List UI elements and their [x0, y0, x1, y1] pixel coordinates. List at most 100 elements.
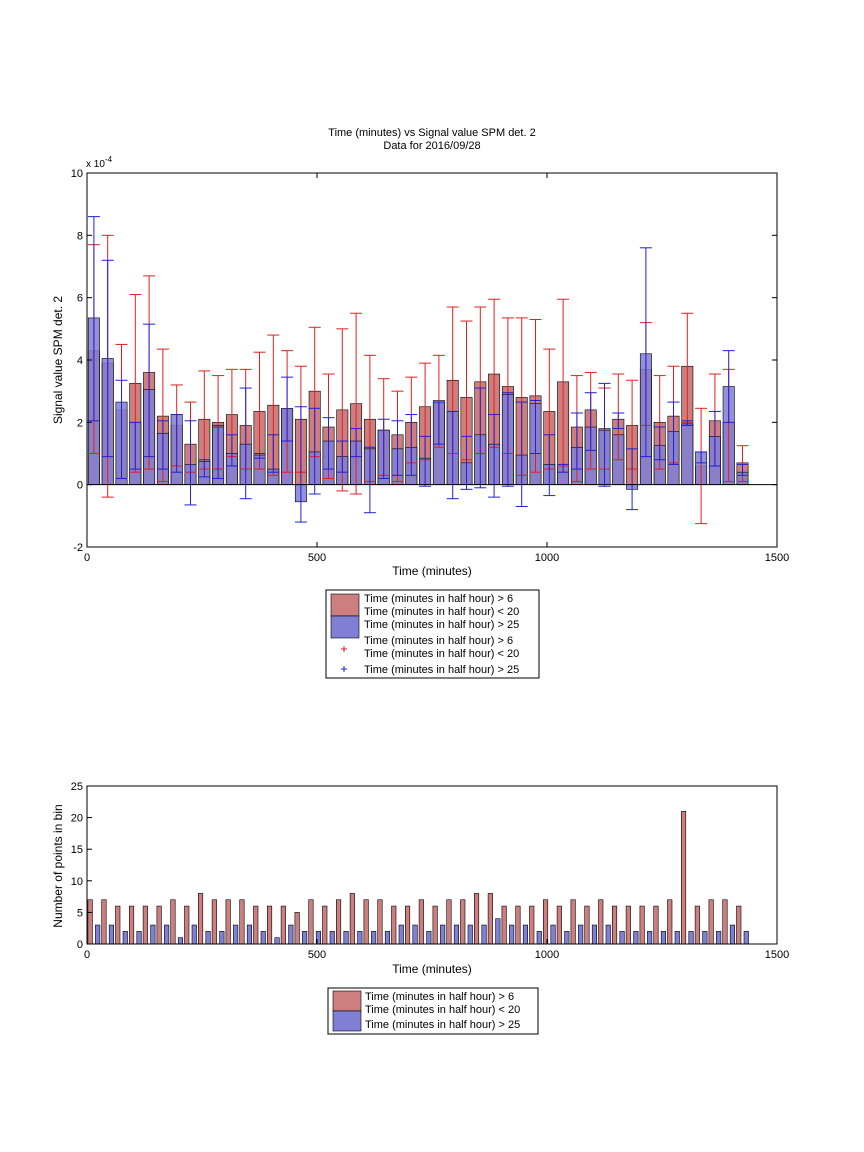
count-bar-s0-42 [667, 899, 673, 945]
count-bar-s0-15 [294, 912, 300, 945]
exponent-power: -4 [105, 155, 113, 164]
count-bar-s0-20 [363, 899, 369, 945]
x-ticks-bottom: 0 500 1000 1500 [84, 939, 789, 961]
legend-box-bottom [327, 987, 539, 1035]
legend-marker-red-plus [341, 646, 347, 652]
count-bar-s0-25 [432, 905, 438, 945]
error-bar-s1-27 [460, 435, 473, 490]
count-bar-s0-26 [446, 899, 452, 945]
error-bar-s1-21 [377, 418, 390, 479]
count-bar-s0-12 [253, 905, 259, 945]
count-bar-s0-37 [598, 899, 604, 945]
legend-box-top [325, 589, 540, 679]
count-bar-s0-10 [225, 899, 231, 945]
legend-entry-1-line-2: Time (minutes in half hour) < 20 [364, 606, 519, 618]
count-bar-s0-27 [460, 899, 466, 945]
count-bar-s1-41 [660, 931, 667, 945]
y-tick-label-top-1: 0 [77, 480, 83, 492]
x-ticks-top: 0 500 1000 1500 [84, 173, 789, 564]
chart-subtitle: Data for 2016/09/28 [383, 140, 480, 152]
count-bar-s1-22 [398, 924, 404, 945]
count-bar-s1-43 [688, 931, 694, 945]
error-bar-s1-30 [501, 392, 514, 487]
count-bar-s1-12 [260, 931, 266, 945]
error-bar-s1-34 [557, 463, 570, 473]
signal-bars [87, 317, 749, 503]
x-tick-label-bottom-3: 1500 [765, 949, 789, 961]
count-bar-s1-13 [274, 937, 280, 945]
count-bars [87, 810, 749, 945]
count-bar-s1-17 [329, 931, 335, 945]
count-bar-s1-20 [371, 931, 377, 945]
y-tick-label-top-4: 6 [77, 293, 83, 305]
y-tick-label-bottom-2: 10 [71, 876, 83, 888]
error-bar-s1-42 [667, 401, 680, 465]
x-tick-label-top-1: 500 [308, 552, 326, 564]
count-bar-s0-14 [280, 905, 286, 945]
legend-top: Time (minutes in half hour) > 6 Time (mi… [325, 589, 540, 679]
error-bar-s1-47 [736, 463, 749, 476]
error-bar-s1-17 [322, 417, 335, 470]
count-bar-s1-32 [536, 931, 542, 945]
error-bar-s1-31 [515, 401, 528, 507]
count-bar-s0-9 [211, 899, 217, 945]
count-bar-s1-42 [674, 931, 680, 945]
legend-swatch-blue [330, 615, 360, 639]
error-bar-s1-26 [446, 410, 459, 500]
x-tick-label-top-3: 1500 [765, 552, 789, 564]
count-bar-s1-15 [302, 931, 308, 945]
error-bar-s1-0 [87, 216, 100, 422]
error-bar-s1-6 [170, 414, 183, 473]
count-bar-s0-3 [129, 905, 135, 945]
y-ticks-bottom: 0 5 10 15 20 25 [71, 781, 92, 951]
error-bar-s1-45 [708, 410, 721, 467]
count-bar-s0-36 [584, 905, 590, 945]
count-bar-s0-7 [184, 905, 190, 945]
error-bar-s1-32 [529, 400, 542, 454]
y-ticks-top: -2 0 2 4 6 8 10 [71, 168, 777, 554]
signal-error-bars [87, 216, 749, 525]
count-bar-s1-8 [205, 931, 211, 945]
count-bar-s0-5 [156, 905, 162, 945]
error-bar-s1-22 [391, 420, 404, 476]
y-tick-label-bottom-0: 0 [77, 939, 83, 951]
x-axis-label-top: Time (minutes) [392, 564, 472, 578]
y-tick-label-top-0: -2 [73, 542, 83, 554]
x-tick-label-bottom-1: 500 [308, 949, 326, 961]
error-bar-s1-39 [626, 448, 639, 511]
signal-bar-s1-43 [681, 423, 694, 485]
count-bar-s0-19 [349, 893, 355, 945]
count-bar-s1-33 [550, 924, 556, 945]
y-tick-label-bottom-1: 5 [77, 907, 83, 919]
count-bar-s1-28 [481, 924, 487, 945]
count-bar-s0-17 [322, 905, 328, 945]
error-bar-s1-36 [584, 392, 597, 451]
count-bar-s1-31 [522, 924, 529, 945]
error-bar-s1-18 [336, 440, 349, 473]
count-bar-s1-36 [591, 924, 598, 945]
error-bar-s1-13 [267, 434, 280, 473]
count-bar-s1-0 [95, 924, 101, 945]
error-bar-s1-29 [488, 414, 501, 498]
count-bar-s0-13 [266, 905, 273, 945]
count-bar-s0-31 [515, 905, 521, 945]
count-bar-s1-46 [729, 924, 736, 945]
count-bar-s0-46 [722, 899, 728, 945]
legend-bottom: Time (minutes in half hour) > 6 Time (mi… [327, 987, 539, 1035]
error-bar-s1-20 [363, 446, 376, 514]
count-bar-s1-19 [357, 931, 363, 945]
error-bar-s1-19 [350, 428, 363, 458]
y-tick-label-top-2: 2 [77, 417, 83, 429]
error-bar-s1-23 [405, 414, 418, 476]
y-tick-label-top-6: 10 [71, 168, 83, 180]
error-bar-s1-25 [432, 401, 445, 445]
count-bar-s0-30 [501, 905, 507, 945]
count-bar-s1-47 [743, 931, 749, 945]
count-bar-s1-21 [384, 931, 391, 945]
x-tick-label-top-0: 0 [84, 552, 90, 564]
count-bar-s1-4 [150, 924, 156, 945]
plot-area-bottom [86, 785, 778, 945]
error-bar-s1-33 [543, 434, 556, 497]
error-bar-s1-8 [198, 459, 211, 478]
count-bar-s0-38 [611, 905, 618, 945]
